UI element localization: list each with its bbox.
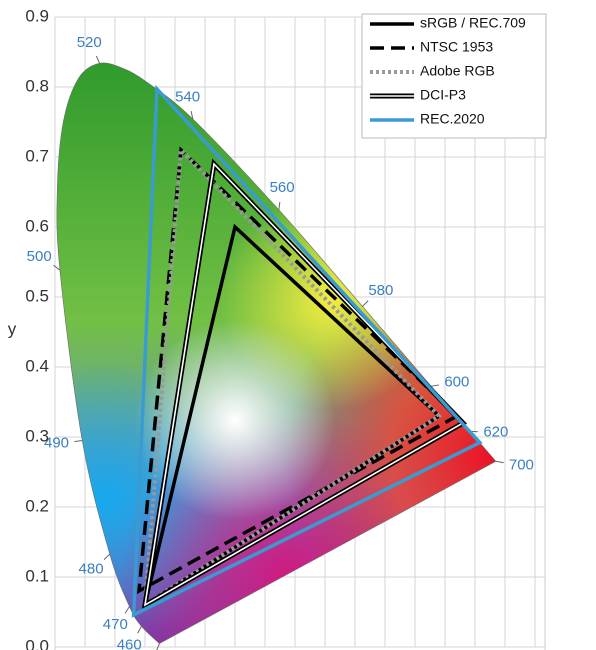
wavelength-tick	[124, 606, 130, 614]
y-tick-label: 0.9	[25, 6, 49, 25]
wavelength-tick	[95, 55, 101, 64]
wavelength-tick	[137, 625, 142, 634]
legend-box	[361, 13, 547, 139]
wavelength-label: 460	[117, 637, 142, 650]
y-tick-label: 0.1	[25, 566, 49, 585]
wavelength-label: 540	[175, 88, 200, 105]
y-tick-label: 0.0	[25, 636, 49, 650]
wavelength-tick	[53, 264, 61, 271]
marks: 380460470480490500520540560580600620700	[27, 34, 534, 650]
wavelength-tick	[495, 460, 504, 464]
wavelength-label: 470	[103, 616, 128, 633]
legend-label: NTSC 1953	[420, 39, 493, 55]
y-tick-label: 0.4	[25, 356, 49, 375]
legend: sRGB / REC.709 NTSC 1953 Adobe RGB DCI-P3 RE…	[361, 13, 547, 139]
y-tick-label: 0.3	[25, 426, 49, 445]
wavelength-tick	[362, 300, 369, 307]
wavelength-label: 520	[77, 34, 102, 51]
wavelength-tick	[74, 440, 83, 443]
gamut-triangle-inner	[143, 162, 465, 607]
spectral-locus	[56, 62, 497, 644]
wavelength-label: 500	[27, 248, 52, 265]
y-axis-label: y	[8, 319, 17, 338]
legend-label: DCI-P3	[420, 87, 466, 103]
legend-label: REC.2020	[420, 111, 485, 127]
wavelength-label: 490	[44, 435, 69, 452]
legend-label: Adobe RGB	[420, 63, 495, 79]
wavelength-tick	[103, 553, 111, 561]
wavelength-label: 620	[483, 424, 508, 441]
wavelength-tick	[431, 384, 440, 387]
wavelength-label: 580	[368, 282, 393, 299]
gamut-triangle	[142, 223, 442, 609]
y-tick-label: 0.7	[25, 146, 49, 165]
legend-label: sRGB / REC.709	[420, 15, 526, 31]
gamut-triangle	[136, 146, 460, 595]
wavelength-tick	[190, 111, 194, 120]
wavelength-label: 480	[79, 560, 104, 577]
gamut-triangle	[131, 84, 483, 618]
wavelength-label: 600	[444, 374, 469, 391]
y-tick-label: 0.2	[25, 496, 49, 515]
y-tick-label: 0.8	[25, 76, 49, 95]
wavelength-tick	[278, 201, 281, 210]
wavelength-label: 560	[270, 179, 295, 196]
y-tick-label: 0.6	[25, 216, 49, 235]
y-tick-label: 0.5	[25, 286, 49, 305]
wavelength-label: 700	[509, 456, 534, 473]
